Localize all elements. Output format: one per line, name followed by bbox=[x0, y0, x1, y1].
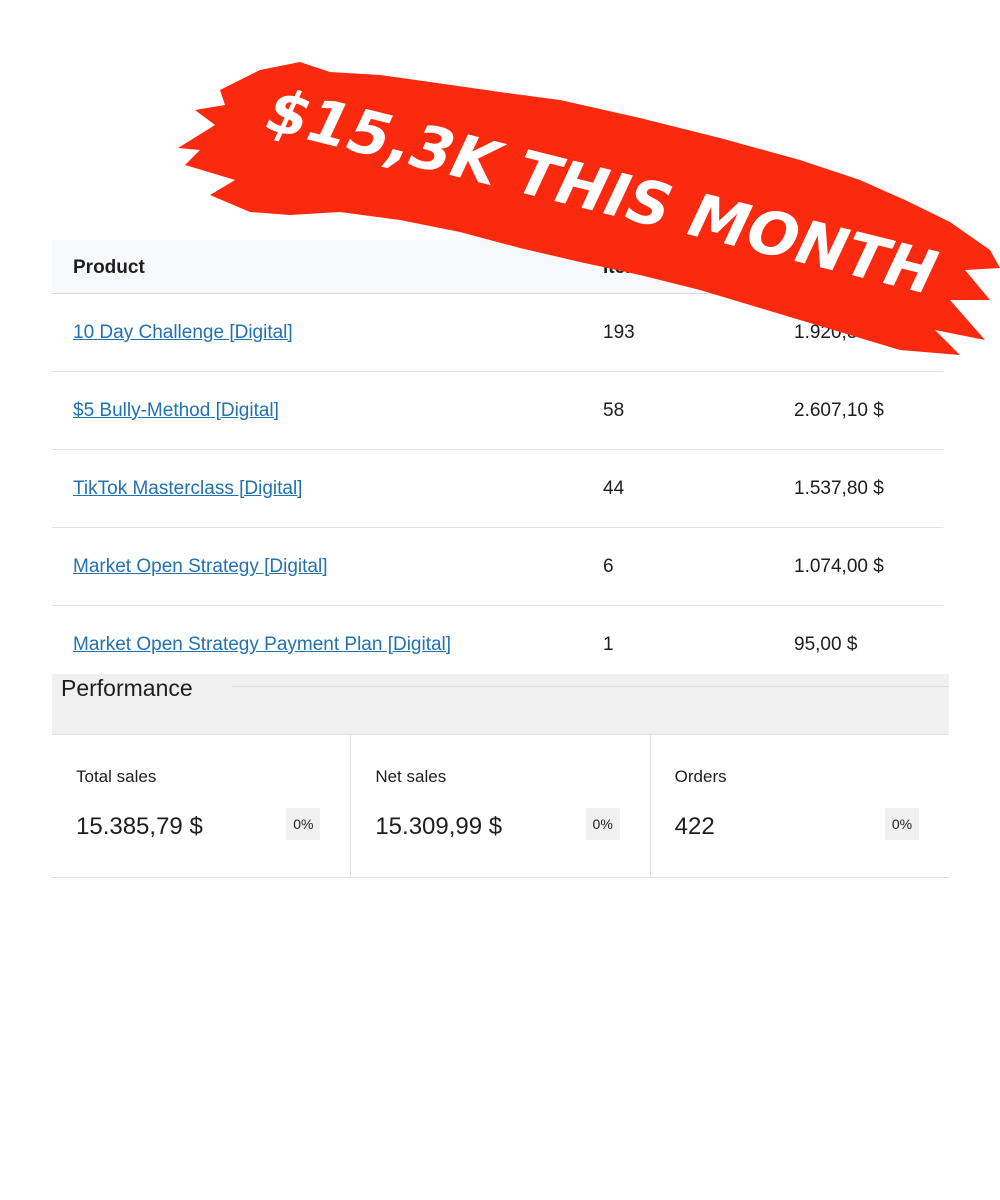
product-link[interactable]: 10 Day Challenge [Digital] bbox=[73, 322, 293, 343]
card-net-sales[interactable]: Net sales 15.309,99 $ 0% bbox=[351, 735, 651, 877]
change-badge: 0% bbox=[286, 808, 321, 840]
card-label: Total sales bbox=[76, 767, 157, 786]
table-row: Market Open Strategy [Digital] 6 1.074,00 … bbox=[52, 528, 943, 606]
brush-stroke-banner: $15,3K THIS MONTH bbox=[178, 62, 1000, 355]
card-orders[interactable]: Orders 422 0% bbox=[651, 735, 949, 877]
performance-cards: Total sales 15.385,79 $ 0% Net sales 15.309… bbox=[52, 735, 949, 878]
product-link[interactable]: $5 Bully-Method [Digital] bbox=[73, 400, 279, 421]
items-sold: 44 bbox=[603, 478, 625, 499]
card-total-sales[interactable]: Total sales 15.385,79 $ 0% bbox=[52, 735, 352, 877]
card-label: Net sales bbox=[375, 767, 447, 786]
table-row: $5 Bully-Method [Digital] 58 2.607,10 $ bbox=[52, 372, 943, 450]
brush-stroke bbox=[178, 62, 1000, 355]
items-sold: 1 bbox=[603, 634, 614, 655]
product-link[interactable]: Market Open Strategy Payment Plan [Digit… bbox=[73, 634, 452, 655]
card-value: 15.309,99 $ bbox=[375, 813, 503, 840]
items-sold: 193 bbox=[603, 322, 635, 343]
table-row: TikTok Masterclass [Digital] 44 1.537,80 $ bbox=[52, 450, 943, 528]
divider bbox=[232, 686, 949, 687]
product-link[interactable]: TikTok Masterclass [Digital] bbox=[73, 478, 303, 499]
performance-header: Performance bbox=[52, 674, 949, 735]
performance-title: Performance bbox=[61, 675, 193, 701]
net-sales: 2.607,10 $ bbox=[794, 400, 884, 421]
header-product[interactable]: Product bbox=[73, 257, 145, 278]
net-sales: 1.074,00 $ bbox=[794, 556, 884, 577]
card-label: Orders bbox=[674, 767, 727, 786]
card-value: 15.385,79 $ bbox=[76, 813, 203, 840]
change-badge: 0% bbox=[884, 808, 919, 840]
change-badge: 0% bbox=[585, 808, 620, 840]
items-sold: 58 bbox=[603, 400, 625, 421]
net-sales: 1.537,80 $ bbox=[794, 478, 884, 499]
items-sold: 6 bbox=[603, 556, 614, 577]
table-row: Market Open Strategy Payment Plan [Digit… bbox=[52, 606, 943, 683]
card-value: 422 bbox=[674, 813, 715, 840]
net-sales: 95,00 $ bbox=[794, 634, 858, 655]
product-link[interactable]: Market Open Strategy [Digital] bbox=[73, 556, 328, 577]
